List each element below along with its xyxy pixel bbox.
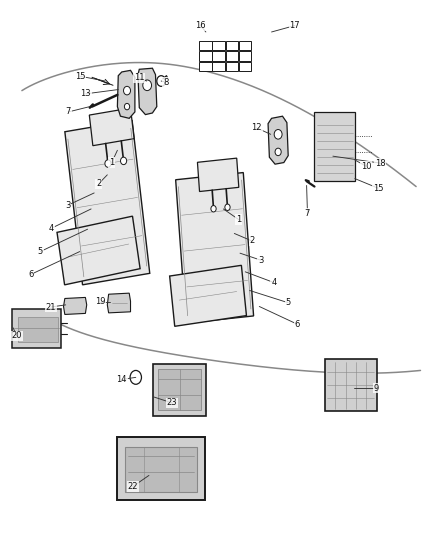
FancyBboxPatch shape xyxy=(212,51,225,61)
Circle shape xyxy=(211,206,216,212)
Text: 15: 15 xyxy=(75,72,85,80)
FancyBboxPatch shape xyxy=(239,51,251,61)
Polygon shape xyxy=(107,293,131,313)
Text: 1: 1 xyxy=(109,158,114,167)
FancyBboxPatch shape xyxy=(226,62,238,71)
Text: 1: 1 xyxy=(236,215,241,224)
Polygon shape xyxy=(125,447,197,492)
Text: 5: 5 xyxy=(286,298,291,307)
Text: 12: 12 xyxy=(251,124,262,132)
Polygon shape xyxy=(18,317,58,342)
Polygon shape xyxy=(64,297,87,314)
Polygon shape xyxy=(138,68,157,115)
Text: 22: 22 xyxy=(127,482,138,491)
Text: 20: 20 xyxy=(11,332,22,340)
Circle shape xyxy=(124,86,131,95)
Polygon shape xyxy=(153,364,206,416)
FancyBboxPatch shape xyxy=(212,41,225,50)
Circle shape xyxy=(130,370,141,384)
Polygon shape xyxy=(314,112,355,181)
FancyBboxPatch shape xyxy=(212,62,225,71)
Text: 7: 7 xyxy=(66,108,71,116)
Polygon shape xyxy=(158,369,201,410)
Text: 3: 3 xyxy=(258,256,263,264)
FancyBboxPatch shape xyxy=(199,41,212,50)
Text: 23: 23 xyxy=(167,399,177,407)
Polygon shape xyxy=(176,173,254,323)
Text: 6: 6 xyxy=(28,270,33,279)
Text: 2: 2 xyxy=(96,180,101,188)
FancyBboxPatch shape xyxy=(239,62,251,71)
Text: 4: 4 xyxy=(49,224,54,232)
Text: 13: 13 xyxy=(81,90,91,98)
FancyBboxPatch shape xyxy=(199,62,212,71)
Text: 16: 16 xyxy=(195,21,206,30)
FancyBboxPatch shape xyxy=(226,41,238,50)
FancyBboxPatch shape xyxy=(239,41,251,50)
Polygon shape xyxy=(12,309,61,348)
Text: 5: 5 xyxy=(38,247,43,256)
Circle shape xyxy=(120,157,127,165)
Circle shape xyxy=(143,80,152,91)
Text: 15: 15 xyxy=(373,184,383,192)
Polygon shape xyxy=(89,108,134,146)
Polygon shape xyxy=(198,158,239,191)
Polygon shape xyxy=(325,359,377,411)
FancyBboxPatch shape xyxy=(226,51,238,61)
Text: 17: 17 xyxy=(290,21,300,30)
Polygon shape xyxy=(170,265,247,326)
Text: 4: 4 xyxy=(271,278,276,287)
Text: 8: 8 xyxy=(163,78,168,86)
Text: 14: 14 xyxy=(117,375,127,384)
Text: 9: 9 xyxy=(373,384,378,392)
Text: 19: 19 xyxy=(95,297,105,306)
Circle shape xyxy=(274,130,282,139)
Text: 2: 2 xyxy=(249,237,254,245)
Text: 3: 3 xyxy=(65,201,71,209)
Circle shape xyxy=(225,204,230,211)
Text: 6: 6 xyxy=(294,320,300,328)
Circle shape xyxy=(157,76,166,86)
Text: 21: 21 xyxy=(46,303,56,311)
Text: 7: 7 xyxy=(305,209,310,217)
Polygon shape xyxy=(57,216,140,285)
Polygon shape xyxy=(117,437,205,500)
FancyBboxPatch shape xyxy=(199,51,212,61)
Text: 10: 10 xyxy=(361,162,371,171)
Polygon shape xyxy=(65,120,150,285)
Polygon shape xyxy=(117,70,135,118)
Circle shape xyxy=(124,103,130,110)
Polygon shape xyxy=(268,116,288,164)
Circle shape xyxy=(105,160,111,167)
Circle shape xyxy=(275,148,281,156)
Text: 11: 11 xyxy=(134,74,145,82)
Text: 18: 18 xyxy=(375,159,385,167)
